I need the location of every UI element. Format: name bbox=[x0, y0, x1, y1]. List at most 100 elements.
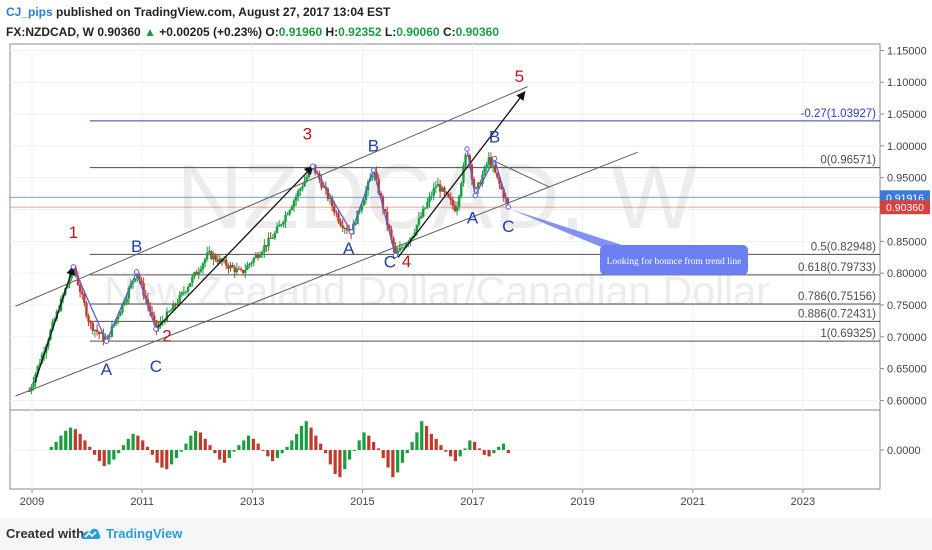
wave-pivot bbox=[348, 229, 355, 235]
osc-bar bbox=[415, 432, 419, 450]
candle-body bbox=[432, 188, 435, 196]
author-link[interactable]: CJ_pips bbox=[6, 5, 53, 19]
osc-bar bbox=[54, 442, 58, 450]
candle-body bbox=[150, 312, 154, 316]
candle-body bbox=[256, 255, 260, 258]
wave-label: A bbox=[343, 239, 355, 258]
impulse-arrow bbox=[34, 265, 76, 383]
osc-bar bbox=[280, 450, 284, 454]
tradingview-brand[interactable]: TradingView bbox=[106, 526, 183, 541]
low-label: L: bbox=[384, 25, 397, 39]
candle-body bbox=[496, 172, 499, 178]
osc-bar bbox=[473, 442, 477, 450]
osc-bar bbox=[285, 446, 289, 450]
osc-bar bbox=[227, 450, 231, 458]
x-tick-label: 2009 bbox=[20, 496, 44, 508]
candle-body bbox=[424, 207, 427, 209]
wave-label: 3 bbox=[303, 124, 312, 143]
candle-body bbox=[146, 298, 150, 306]
candle-body bbox=[383, 208, 387, 212]
candle-body bbox=[244, 269, 247, 273]
osc-bar bbox=[400, 450, 405, 463]
candle-body bbox=[225, 259, 228, 266]
osc-bar bbox=[304, 421, 308, 450]
candle-body bbox=[265, 245, 268, 247]
x-tick-label: 2019 bbox=[570, 496, 594, 508]
candle-body bbox=[381, 196, 385, 209]
candle-body bbox=[267, 237, 270, 247]
osc-bar bbox=[410, 442, 414, 450]
published-text: published on TradingView.com, August 27,… bbox=[56, 5, 391, 19]
osc-bar bbox=[328, 450, 332, 465]
candle-body bbox=[377, 178, 380, 194]
candle-body bbox=[457, 195, 461, 207]
price-chart[interactable]: NZDCAD, W New Zealand Dollar/Canadian Do… bbox=[0, 0, 932, 518]
candle-body bbox=[362, 199, 366, 206]
candle-body bbox=[189, 283, 192, 287]
candle-body bbox=[210, 251, 213, 260]
wave-pivot bbox=[70, 264, 77, 270]
candle-body bbox=[299, 188, 302, 191]
candle-body bbox=[400, 247, 404, 249]
candle-body bbox=[68, 278, 71, 284]
osc-bar bbox=[453, 450, 458, 462]
y-tick-label: 0.70000 bbox=[887, 332, 927, 344]
candle-body bbox=[464, 155, 467, 166]
candle-body bbox=[199, 269, 203, 272]
candle-body bbox=[127, 288, 131, 299]
candle-body bbox=[125, 298, 128, 303]
osc-bar bbox=[367, 435, 371, 450]
osc-bar bbox=[506, 450, 510, 454]
created-with-text: Created with bbox=[6, 526, 85, 541]
y-tick-label: 0.85000 bbox=[887, 236, 927, 248]
abc-zigzag bbox=[466, 148, 509, 208]
osc-bar bbox=[169, 450, 174, 465]
candle-body bbox=[167, 311, 171, 313]
osc-bar bbox=[352, 450, 356, 451]
candle-body bbox=[356, 210, 359, 225]
candle-body bbox=[489, 157, 493, 167]
wave-pivot bbox=[505, 204, 512, 210]
candle-body bbox=[148, 305, 152, 313]
candle-body bbox=[38, 363, 42, 366]
osc-bar bbox=[266, 450, 270, 457]
candle-body bbox=[500, 183, 503, 189]
candle-body bbox=[250, 262, 253, 264]
candle-body bbox=[286, 214, 289, 216]
osc-bar bbox=[131, 434, 135, 450]
candle-body bbox=[169, 309, 173, 312]
candle-body bbox=[184, 291, 188, 293]
osc-bar bbox=[362, 432, 366, 450]
high-value: 0.92352 bbox=[338, 25, 382, 39]
candle-body bbox=[239, 269, 243, 271]
abc-zigzag bbox=[312, 165, 397, 256]
candle-body bbox=[322, 186, 325, 188]
wave-label: C bbox=[150, 357, 162, 376]
candle-body bbox=[294, 196, 298, 201]
symbol-title[interactable]: FX:NZDCAD, W bbox=[6, 25, 94, 39]
candle-body bbox=[481, 174, 484, 184]
osc-bar bbox=[261, 450, 265, 451]
osc-bar bbox=[213, 450, 217, 454]
osc-bar bbox=[68, 427, 73, 450]
candle-body bbox=[108, 335, 111, 337]
y-tick-label: 1.05000 bbox=[887, 109, 927, 121]
candle-body bbox=[364, 190, 368, 200]
candle-body bbox=[428, 196, 431, 203]
y-tick-label: 0.60000 bbox=[887, 395, 927, 407]
candle-body bbox=[498, 177, 501, 184]
candle-body bbox=[275, 226, 279, 233]
symbol-line: FX:NZDCAD, W 0.90360 ▲ +0.00205 (+0.23%)… bbox=[6, 25, 499, 39]
osc-bar bbox=[88, 446, 92, 450]
candle-body bbox=[114, 319, 118, 324]
candle-body bbox=[405, 243, 408, 248]
osc-bar bbox=[174, 450, 178, 458]
candle-body bbox=[472, 179, 476, 188]
candle-body bbox=[430, 195, 433, 197]
candle-body bbox=[413, 232, 416, 237]
osc-bar bbox=[203, 438, 207, 450]
candle-body bbox=[102, 332, 105, 341]
callout-box bbox=[600, 245, 748, 275]
osc-bar bbox=[150, 450, 154, 455]
fib-level-label: 0(0.96571) bbox=[820, 155, 876, 167]
